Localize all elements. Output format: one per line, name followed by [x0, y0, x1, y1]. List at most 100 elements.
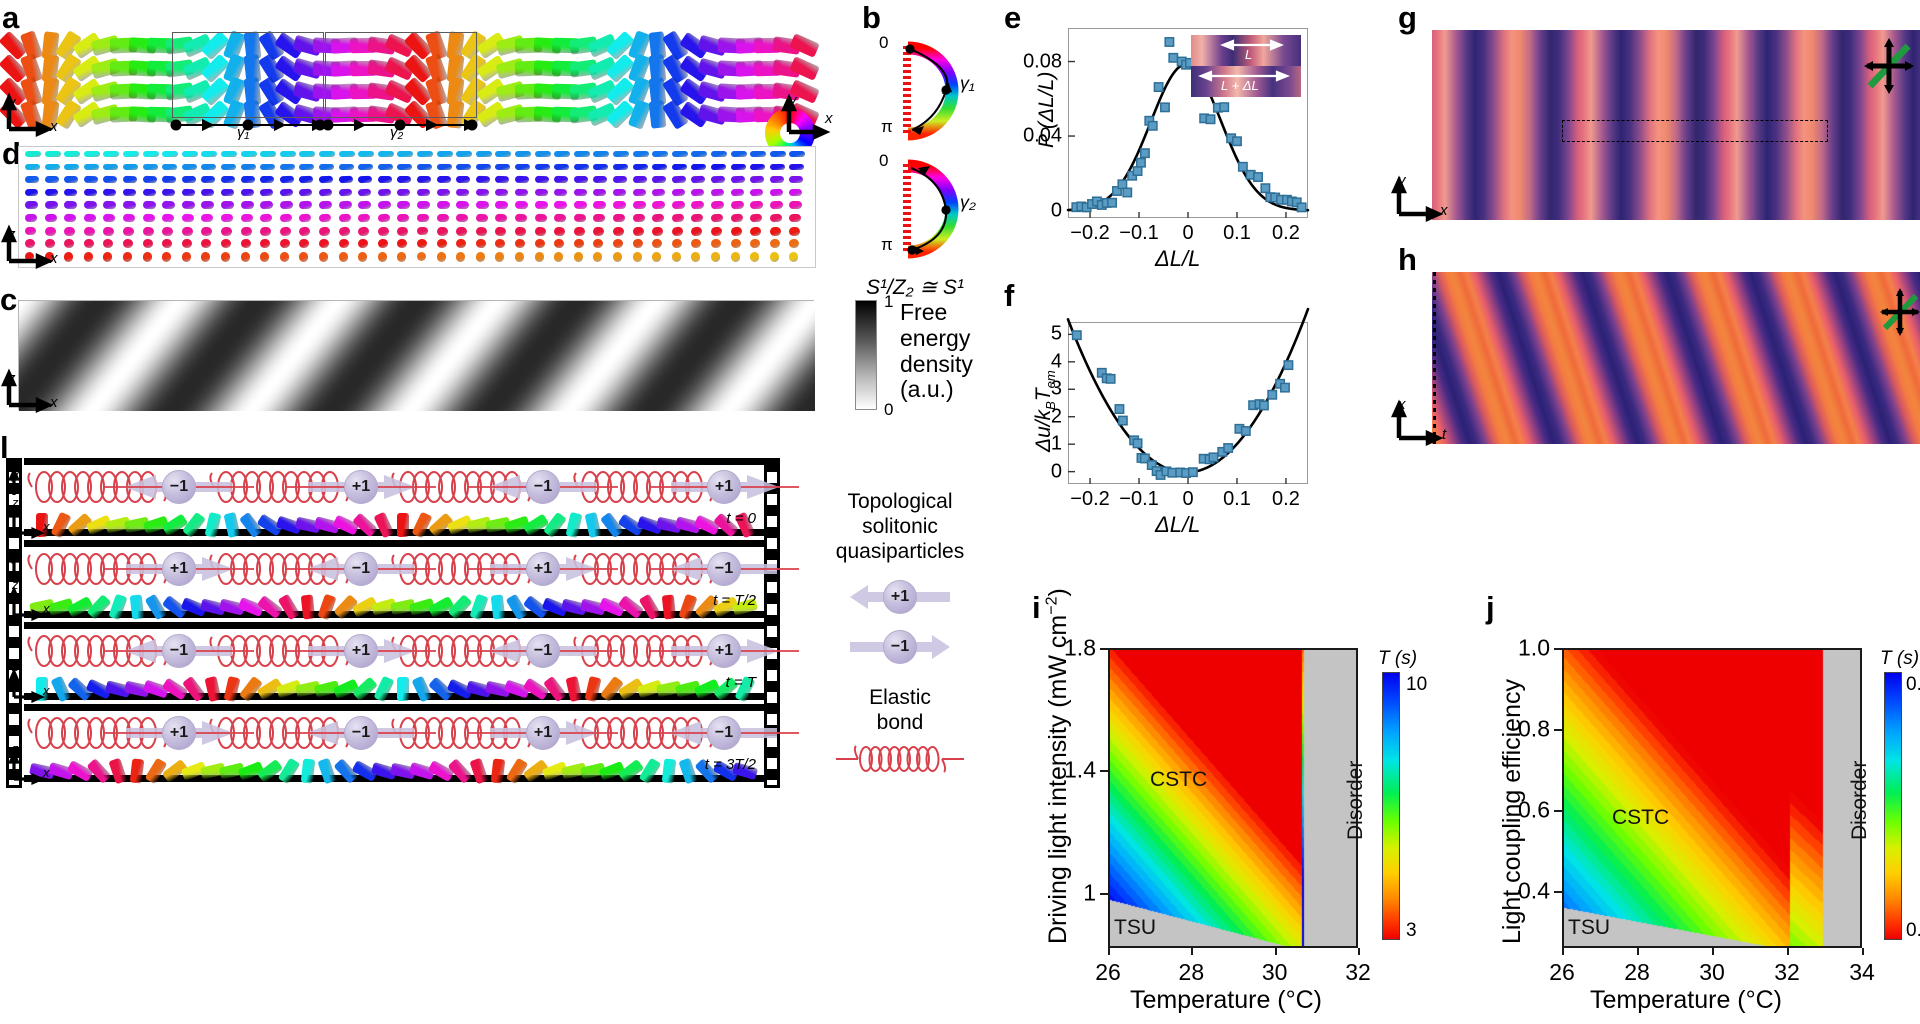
director-ellipsoid	[652, 213, 664, 223]
director-ellipsoid	[691, 188, 705, 197]
director-ellipsoid	[671, 213, 684, 223]
director-ellipsoid	[221, 201, 234, 210]
director-ellipsoid	[260, 188, 274, 197]
director-ellipsoid	[338, 176, 353, 184]
director-ellipsoid	[573, 201, 587, 210]
director-ellipsoid	[181, 151, 198, 157]
data-point	[1267, 389, 1278, 400]
panel-j-xlabel: Temperature (°C)	[1590, 986, 1782, 1014]
panel-d-axis-z-label: z	[8, 226, 16, 243]
legend-bond-line1: Elastic	[869, 686, 931, 710]
director-ellipsoid	[750, 163, 766, 171]
director-ellipsoid	[769, 151, 786, 157]
director-ellipsoid	[377, 213, 390, 223]
director-ellipsoid	[240, 201, 254, 210]
director-ellipsoid	[299, 188, 313, 197]
director-ellipsoid	[436, 188, 451, 197]
director-rod	[108, 593, 128, 621]
director-ellipsoid	[181, 201, 195, 210]
director-ellipsoid	[221, 163, 237, 171]
panel-a-box-gamma2	[325, 32, 477, 118]
director-ellipsoid	[64, 163, 80, 171]
director-ellipsoid	[730, 213, 743, 223]
quasiparticle: +1	[162, 552, 196, 586]
panel-j-ylabel: Light coupling efficiency	[1498, 679, 1526, 944]
director-ellipsoid	[632, 188, 647, 197]
director-ellipsoid	[789, 213, 802, 223]
director-ellipsoid	[319, 151, 335, 157]
director-ellipsoid	[671, 163, 687, 171]
panel-a-axis-x-label: x	[50, 118, 58, 135]
director-ellipsoid	[83, 238, 94, 249]
director-ellipsoid	[162, 176, 177, 184]
panel-i-xlabel: Temperature (°C)	[1130, 986, 1322, 1014]
director-rod	[584, 675, 602, 703]
director-ellipsoid	[730, 151, 747, 157]
director-ellipsoid	[534, 226, 546, 236]
x-tick-mark	[1712, 948, 1714, 955]
panel-label-j: j	[1486, 590, 1495, 625]
director-ellipsoid	[417, 226, 428, 236]
director-ellipsoid	[318, 201, 332, 210]
director-ellipsoid	[44, 163, 60, 171]
director-ellipsoid	[103, 163, 119, 171]
director-ellipsoid	[710, 251, 721, 262]
panel-c-cbtitle-4: (a.u.)	[900, 376, 954, 403]
x-tick-mark	[1637, 948, 1639, 955]
director-ellipsoid	[279, 201, 293, 210]
director-ellipsoid	[730, 251, 741, 262]
elastic-bond	[74, 717, 92, 749]
x-tick-label: 28	[1624, 959, 1650, 985]
director-ellipsoid	[652, 188, 666, 197]
director-ellipsoid	[417, 151, 433, 157]
data-point	[1117, 415, 1128, 426]
director-ellipsoid	[514, 226, 527, 236]
panel-label-f: f	[1004, 278, 1015, 313]
director-ellipsoid	[436, 239, 447, 249]
director-ellipsoid	[201, 201, 214, 210]
director-ellipsoid	[632, 201, 646, 210]
director-ellipsoid	[593, 251, 603, 262]
director-ellipsoid	[593, 176, 608, 184]
director-ellipsoid	[730, 238, 741, 249]
director-ellipsoid	[122, 163, 139, 171]
x-tick-mark	[1191, 948, 1194, 955]
director-ellipsoid	[417, 214, 429, 223]
director-ellipsoid	[455, 226, 468, 236]
panel-i-colorbar-min: 3	[1406, 920, 1417, 941]
panel-e-inset: L L + ΔL	[1191, 35, 1301, 97]
y-tick-mark	[1100, 892, 1108, 895]
director-ellipsoid	[417, 163, 433, 171]
legend-title-line3: quasiparticles	[835, 539, 965, 563]
panel-i-region-cstc: CSTC	[1150, 768, 1208, 791]
panel-b-gamma2-pi: π	[881, 235, 893, 254]
panel-l-row: +1 −1 +1 −1 z x y t = T/2	[8, 540, 799, 621]
director-rod	[565, 511, 583, 539]
director-ellipsoid	[710, 176, 726, 184]
panel-label-b: b	[862, 0, 881, 35]
director-ellipsoid	[690, 251, 701, 262]
director-ellipsoid	[122, 251, 133, 262]
director-ellipsoid	[710, 213, 723, 223]
data-point	[1114, 404, 1125, 414]
director-ellipsoid	[691, 176, 706, 184]
panel-f-ylabel-text: Δu/kBTem	[1032, 370, 1059, 452]
data-point	[1280, 382, 1290, 393]
director-ellipsoid	[475, 213, 488, 223]
quasiparticle: +1	[707, 470, 741, 504]
data-point	[1253, 172, 1263, 182]
y-tick-mark	[1554, 729, 1562, 732]
panel-i-heatmap	[1108, 648, 1358, 948]
elastic-bond	[61, 471, 79, 503]
data-point	[1136, 157, 1146, 168]
director-ellipsoid	[260, 151, 277, 157]
panel-l-axis-z-label: z	[12, 577, 19, 592]
director-rod	[50, 511, 72, 539]
director-ellipsoid	[83, 176, 99, 184]
director-rod	[277, 757, 301, 785]
director-rod	[638, 757, 662, 785]
director-ellipsoid	[83, 188, 98, 197]
director-ellipsoid	[260, 213, 272, 223]
director-ellipsoid	[730, 226, 742, 236]
director-ellipsoid	[475, 238, 486, 249]
